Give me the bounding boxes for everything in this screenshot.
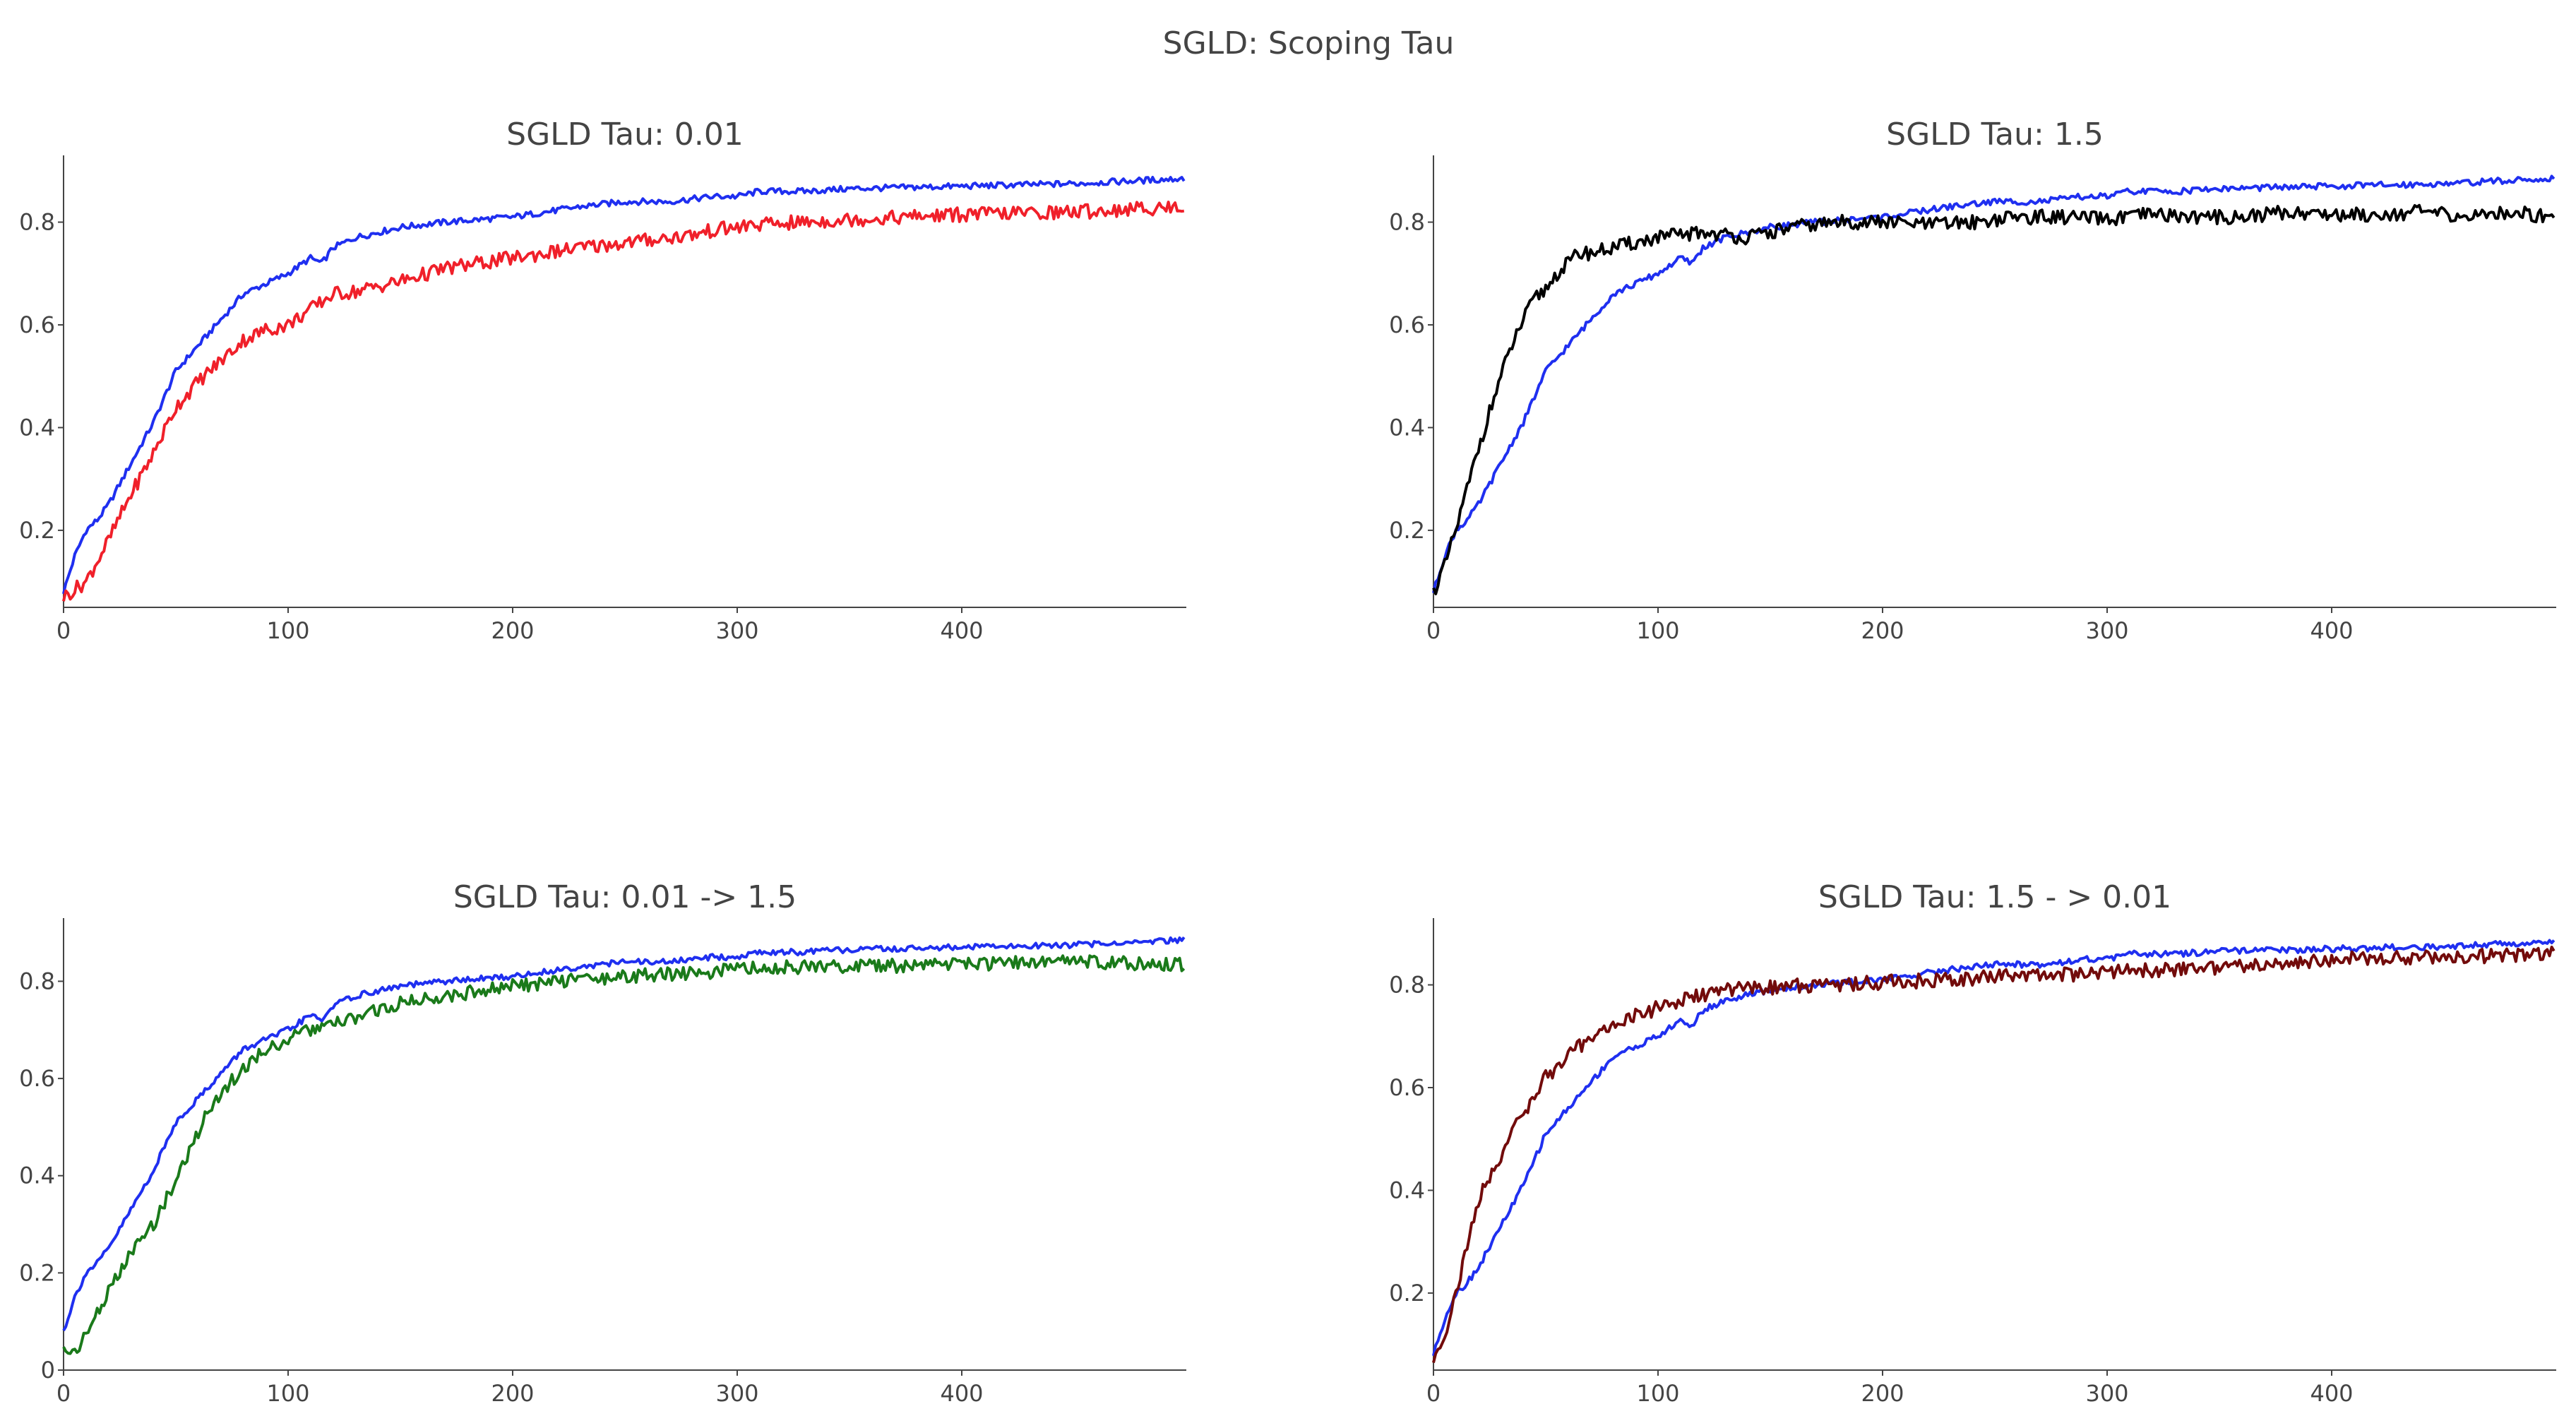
- subplot-title: SGLD Tau: 1.5: [1886, 117, 2104, 153]
- subplot-4: SGLD Tau: 1.5 - > 0.01 0 100 200 300 400 0.2 0.…: [1389, 879, 2556, 1407]
- x-tick-label: 400: [2310, 617, 2353, 644]
- x-tick-label: 200: [1861, 617, 1904, 644]
- x-tick-label: 300: [715, 617, 758, 644]
- x-tick-label: 300: [715, 1380, 758, 1407]
- x-tick-label: 300: [2085, 1380, 2128, 1407]
- series-line-baseline: [62, 176, 1186, 595]
- x-tick-label: 200: [491, 1380, 534, 1407]
- subplot-3: SGLD Tau: 0.01 -> 1.5 0 100 200 300 400 0 0.2 0.…: [19, 879, 1186, 1407]
- y-tick-label: 0.2: [1389, 1280, 1425, 1307]
- y-tick-label: 0: [41, 1357, 55, 1384]
- x-tick-label: 100: [1636, 617, 1679, 644]
- y-tick-label: 0.2: [19, 517, 55, 544]
- y-tick-label: 0.8: [19, 968, 55, 994]
- series-line-tau: [62, 201, 1185, 602]
- y-tick-label: 0.8: [1389, 209, 1425, 236]
- subplot-title: SGLD Tau: 0.01: [506, 117, 744, 153]
- y-tick-label: 0.8: [19, 209, 55, 236]
- y-tick-label: 0.2: [1389, 517, 1425, 544]
- x-tick-label: 0: [56, 617, 71, 644]
- x-tick-label: 200: [491, 617, 534, 644]
- series-line-baseline: [1432, 939, 2556, 1357]
- y-tick-label: 0.2: [19, 1259, 55, 1286]
- x-tick-label: 200: [1861, 1380, 1904, 1407]
- x-tick-label: 400: [2310, 1380, 2353, 1407]
- x-tick-label: 0: [1426, 1380, 1441, 1407]
- x-tick-label: 300: [2085, 617, 2128, 644]
- x-tick-label: 0: [1426, 617, 1441, 644]
- subplot-title: SGLD Tau: 1.5 - > 0.01: [1818, 879, 2171, 915]
- y-tick-label: 0.4: [19, 414, 55, 441]
- x-tick-label: 100: [266, 1380, 309, 1407]
- x-tick-label: 400: [940, 617, 983, 644]
- y-tick-label: 0.4: [1389, 1177, 1425, 1203]
- y-tick-label: 0.6: [1389, 1074, 1425, 1101]
- x-tick-label: 400: [940, 1380, 983, 1407]
- subplot-2: SGLD Tau: 1.5 0 100 200 300 400 0.2 0.4 0.6 0.8: [1389, 117, 2556, 644]
- y-tick-label: 0.4: [19, 1162, 55, 1189]
- y-tick-label: 0.8: [1389, 972, 1425, 999]
- series-line-baseline: [1432, 174, 2556, 593]
- y-tick-label: 0.6: [19, 1065, 55, 1092]
- y-tick-label: 0.6: [1389, 311, 1425, 338]
- series-line-baseline: [62, 936, 1186, 1332]
- series-line-tau: [1432, 203, 2556, 595]
- series-line-tau: [62, 954, 1186, 1355]
- subplot-1: SGLD Tau: 0.01 0 100 200 300 400 0.2 0.4 0.6 0.8: [19, 117, 1186, 644]
- x-tick-label: 0: [56, 1380, 71, 1407]
- subplot-title: SGLD Tau: 0.01 -> 1.5: [453, 879, 797, 915]
- y-tick-label: 0.6: [19, 311, 55, 338]
- figure-title: SGLD: Scoping Tau: [1163, 25, 1455, 61]
- series-line-tau: [1432, 946, 2556, 1363]
- x-tick-label: 100: [1636, 1380, 1679, 1407]
- y-tick-label: 0.4: [1389, 414, 1425, 441]
- x-tick-label: 100: [266, 617, 309, 644]
